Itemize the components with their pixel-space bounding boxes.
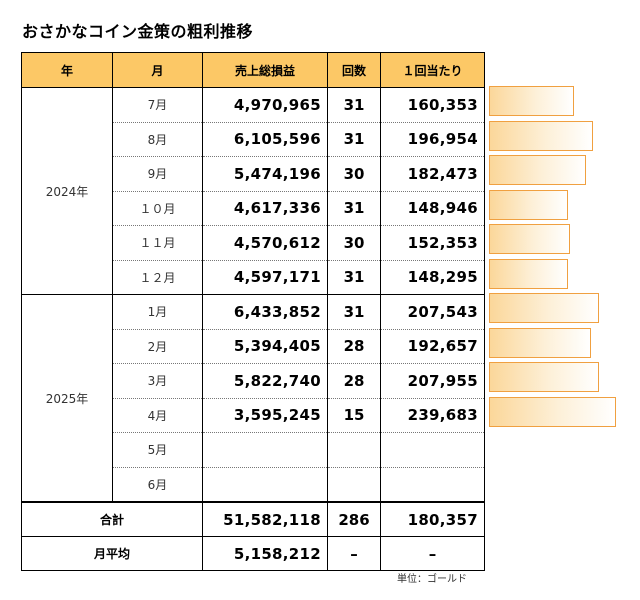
table-row: 2025年 1月 6,433,852 31 207,543: [21, 294, 485, 503]
sales-cell: 5,474,196: [202, 156, 328, 192]
year-cell: 2024年: [21, 87, 113, 295]
sales-cell: 4,570,612: [202, 225, 328, 261]
per-time-bar: [489, 362, 599, 392]
sales-cell: 3,595,245: [202, 398, 328, 433]
profit-table: 年 月 売上総損益 回数 １回当たり 2024年 7月 4,970,965 31 160…: [21, 52, 485, 571]
per-cell: [380, 467, 485, 503]
sales-cell: 5,394,405: [202, 329, 328, 364]
month-cell: 1月: [112, 294, 203, 330]
sales-cell: 4,597,171: [202, 260, 328, 295]
per-cell: 207,543: [380, 294, 485, 330]
per-cell: 207,955: [380, 363, 485, 399]
month-cell: 3月: [112, 363, 203, 399]
count-cell: [327, 467, 381, 503]
month-cell: １０月: [112, 191, 203, 226]
month-cell: １１月: [112, 225, 203, 261]
average-label: 月平均: [21, 536, 203, 571]
average-sales: 5,158,212: [202, 536, 328, 571]
table-row: 8月 6,105,596 31 196,954: [22, 122, 485, 157]
count-cell: 31: [327, 87, 381, 123]
per-time-bar: [489, 86, 574, 116]
header-year: 年: [21, 52, 113, 88]
header-per: １回当たり: [380, 52, 485, 88]
table-row: 9月 5,474,196 30 182,473: [22, 156, 485, 192]
month-cell: １２月: [112, 260, 203, 295]
month-cell: 9月: [112, 156, 203, 192]
per-time-bar: [489, 396, 616, 427]
sales-cell: [202, 432, 328, 468]
per-time-bar: [489, 224, 570, 254]
per-time-bar: [489, 120, 593, 151]
page-title: おさかなコイン金策の粗利推移: [22, 22, 254, 41]
per-cell: 148,946: [380, 191, 485, 226]
per-cell: 152,353: [380, 225, 485, 261]
table-row: 4月 3,595,245 15 239,683: [22, 398, 485, 433]
total-label: 合計: [21, 501, 203, 537]
per-time-bar: [489, 327, 591, 358]
per-time-bar: [489, 293, 599, 323]
sales-cell: 6,433,852: [202, 294, 328, 330]
month-cell: 6月: [112, 467, 203, 503]
count-cell: 15: [327, 398, 381, 433]
per-cell: 192,657: [380, 329, 485, 364]
month-cell: 8月: [112, 122, 203, 157]
header-month: 月: [112, 52, 203, 88]
table-row: 2月 5,394,405 28 192,657: [22, 329, 485, 364]
count-cell: 31: [327, 294, 381, 330]
sales-cell: 4,617,336: [202, 191, 328, 226]
month-cell: 4月: [112, 398, 203, 433]
per-cell: 182,473: [380, 156, 485, 192]
count-cell: 30: [327, 225, 381, 261]
average-count: –: [327, 536, 381, 571]
per-time-bar: [489, 258, 568, 289]
header-count: 回数: [327, 52, 381, 88]
per-time-bar: [489, 155, 586, 185]
count-cell: 28: [327, 363, 381, 399]
sales-cell: 5,822,740: [202, 363, 328, 399]
table-row: １１月 4,570,612 30 152,353: [22, 225, 485, 261]
count-cell: [327, 432, 381, 468]
per-cell: 196,954: [380, 122, 485, 157]
per-cell: 239,683: [380, 398, 485, 433]
count-cell: 30: [327, 156, 381, 192]
per-cell: 148,295: [380, 260, 485, 295]
year-cell: 2025年: [21, 294, 113, 503]
total-sales: 51,582,118: [202, 501, 328, 537]
total-count: 286: [327, 501, 381, 537]
unit-note: 単位：ゴールド: [397, 574, 467, 585]
table-row: 3月 5,822,740 28 207,955: [22, 363, 485, 399]
per-time-bar: [489, 189, 568, 220]
sales-cell: 4,970,965: [202, 87, 328, 123]
per-cell: 160,353: [380, 87, 485, 123]
average-row: 月平均 5,158,212 – –: [21, 536, 485, 571]
per-cell: [380, 432, 485, 468]
month-cell: 5月: [112, 432, 203, 468]
average-per: –: [380, 536, 485, 571]
total-per: 180,357: [380, 501, 485, 537]
count-cell: 31: [327, 260, 381, 295]
count-cell: 31: [327, 191, 381, 226]
table-row: 5月: [22, 432, 485, 468]
table-row: １０月 4,617,336 31 148,946: [22, 191, 485, 226]
count-cell: 28: [327, 329, 381, 364]
sales-cell: [202, 467, 328, 503]
header-row: 年 月 売上総損益 回数 １回当たり: [21, 52, 485, 88]
header-sales: 売上総損益: [202, 52, 328, 88]
table-row: 2024年 7月 4,970,965 31 160,353: [21, 87, 485, 295]
count-cell: 31: [327, 122, 381, 157]
month-cell: 2月: [112, 329, 203, 364]
table-row: １２月 4,597,171 31 148,295: [22, 260, 485, 295]
total-row: 合計 51,582,118 286 180,357: [21, 501, 485, 537]
month-cell: 7月: [112, 87, 203, 123]
sales-cell: 6,105,596: [202, 122, 328, 157]
